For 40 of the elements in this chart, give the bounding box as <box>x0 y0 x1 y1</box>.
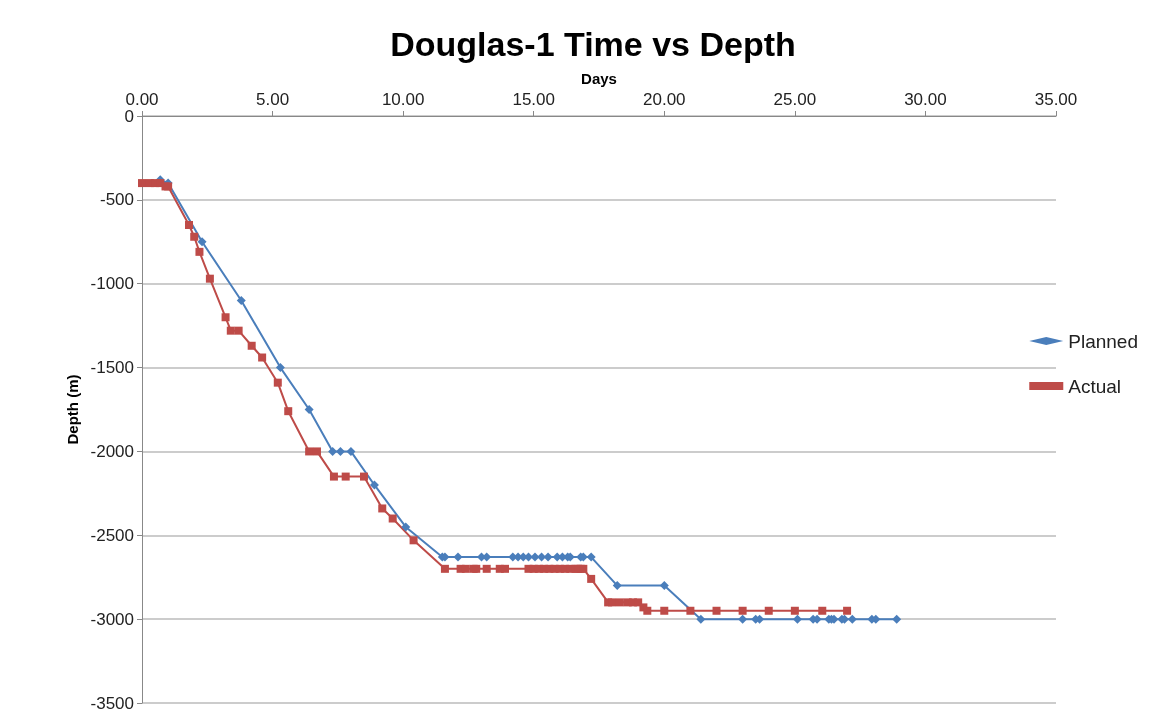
point <box>586 552 596 562</box>
y-tick-label: -500 <box>99 190 134 210</box>
y-tick-label: -1000 <box>90 274 134 294</box>
point <box>847 614 857 624</box>
point <box>275 363 285 373</box>
point <box>612 581 622 591</box>
y-tick-label: 0 <box>124 106 134 126</box>
point <box>792 614 802 624</box>
point <box>369 480 379 490</box>
y-tick-label: -3000 <box>90 609 134 629</box>
x-tick-label: 20.00 <box>643 90 686 109</box>
y-axis-title: Depth (m) <box>63 374 81 445</box>
point <box>696 614 706 624</box>
point <box>335 446 345 456</box>
x-tick-label: 30.00 <box>904 90 947 109</box>
point <box>197 237 207 247</box>
point <box>543 552 553 562</box>
legend-label: Planned <box>1068 330 1139 352</box>
point <box>328 446 338 456</box>
y-tick-label: -1500 <box>90 358 134 378</box>
legend-label: Actual <box>1068 375 1122 397</box>
point <box>401 522 411 532</box>
x-tick-label: 10.00 <box>381 90 425 109</box>
point <box>738 614 748 624</box>
chart-title: Douglas-1 Time vs Depth <box>390 25 796 63</box>
x-tick-label: 15.00 <box>512 90 555 109</box>
x-tick-label: 5.00 <box>256 90 290 109</box>
y-tick-label: -2500 <box>90 525 134 545</box>
point <box>892 614 902 624</box>
point <box>659 581 669 591</box>
point <box>236 295 246 305</box>
point <box>453 552 463 562</box>
point <box>304 405 314 414</box>
y-tick-label: -2000 <box>90 441 134 461</box>
x-tick-label: 25.00 <box>773 90 817 109</box>
y-tick-label: -3500 <box>90 693 134 713</box>
x-axis-title: Days <box>581 70 617 87</box>
point <box>346 446 356 456</box>
x-tick-label: 0.00 <box>125 90 159 109</box>
x-tick-label: 35.00 <box>1034 90 1078 109</box>
